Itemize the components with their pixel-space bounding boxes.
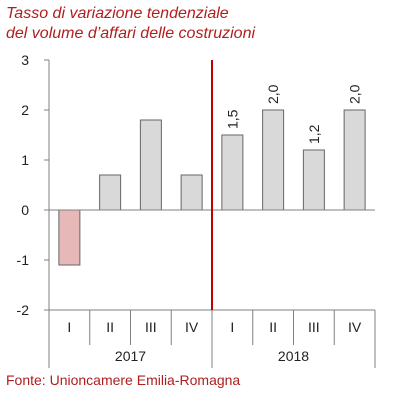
bar xyxy=(99,174,122,211)
bar xyxy=(262,109,285,211)
data-label: 1,2 xyxy=(306,124,322,144)
bar xyxy=(343,109,366,211)
x-category-label: III xyxy=(145,319,157,335)
y-tick-label: 0 xyxy=(21,202,29,218)
data-label: 2,0 xyxy=(347,84,363,104)
bar xyxy=(139,119,162,211)
x-category-label: I xyxy=(230,319,234,335)
y-tick-label: 2 xyxy=(21,102,29,118)
data-label: 2,0 xyxy=(265,84,281,104)
y-tick-label: -1 xyxy=(17,252,30,268)
chart-title: Tasso di variazione tendenziale xyxy=(6,5,229,22)
x-category-label: I xyxy=(67,319,71,335)
x-category-label: III xyxy=(308,319,320,335)
y-tick-label: 3 xyxy=(21,52,29,68)
chart-title-block: Tasso di variazione tendenziale del volu… xyxy=(6,4,396,44)
x-category-label: II xyxy=(269,319,277,335)
x-group-label: 2018 xyxy=(278,348,309,364)
bar xyxy=(302,149,325,211)
y-tick-label: -2 xyxy=(17,302,30,318)
bar xyxy=(180,174,203,211)
bar xyxy=(221,134,244,211)
x-category-label: IV xyxy=(185,319,199,335)
x-category-label: II xyxy=(106,319,114,335)
y-tick-label: 1 xyxy=(21,152,29,168)
x-group-label: 2017 xyxy=(115,348,146,364)
data-label: 1,5 xyxy=(224,109,240,129)
x-category-label: IV xyxy=(348,319,362,335)
bar xyxy=(58,209,81,266)
chart-source: Fonte: Unioncamere Emilia-Romagna xyxy=(6,372,241,388)
chart-subtitle: del volume d’affari delle costruzioni xyxy=(6,25,256,42)
